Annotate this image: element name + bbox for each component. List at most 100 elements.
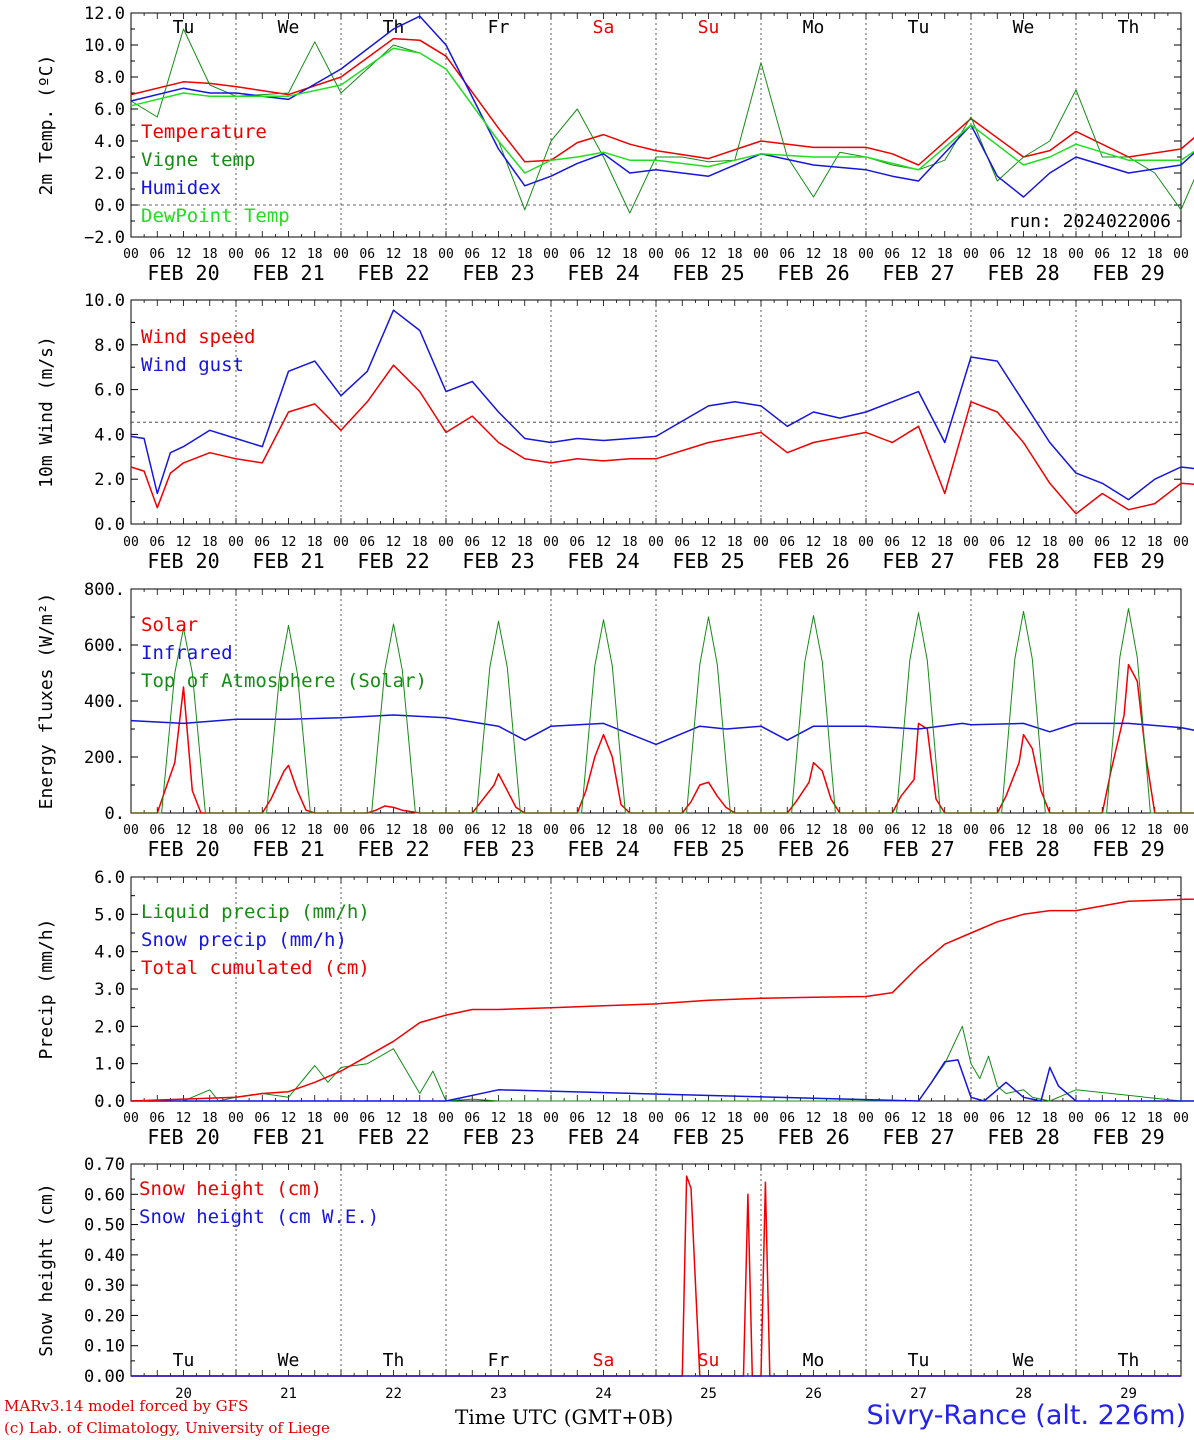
hour-tick-label: 12 bbox=[281, 1111, 297, 1126]
hour-tick-label: 00 bbox=[858, 1111, 874, 1126]
date-label: FEB 28 bbox=[987, 549, 1059, 573]
hour-tick-label: 00 bbox=[228, 535, 244, 550]
hour-tick-label: 18 bbox=[727, 247, 743, 262]
hour-tick-label: 06 bbox=[674, 1111, 690, 1126]
hour-tick-label: 12 bbox=[491, 823, 507, 838]
legend-entry: Humidex bbox=[141, 177, 221, 199]
hour-tick-label: 18 bbox=[1042, 1111, 1058, 1126]
y-tick-label: 0.60 bbox=[84, 1185, 125, 1205]
hour-tick-label: 18 bbox=[1147, 823, 1163, 838]
hour-tick-label: 18 bbox=[622, 247, 638, 262]
hour-tick-label: 06 bbox=[569, 247, 585, 262]
y-tick-label: 0.40 bbox=[84, 1246, 125, 1266]
hour-tick-label: 18 bbox=[517, 535, 533, 550]
hour-tick-label: 12 bbox=[701, 1111, 717, 1126]
series-line-humidex bbox=[130, 15, 1194, 198]
hour-tick-label: 06 bbox=[359, 823, 375, 838]
date-label: FEB 26 bbox=[777, 261, 849, 285]
hour-tick-label: 18 bbox=[832, 535, 848, 550]
date-label: FEB 22 bbox=[357, 1125, 429, 1149]
station-name: Sivry-Rance (alt. 226m) bbox=[866, 1400, 1186, 1431]
hour-tick-label: 00 bbox=[438, 1111, 454, 1126]
y-tick-label: 3.0 bbox=[94, 980, 125, 1000]
hour-tick-label: 06 bbox=[779, 247, 795, 262]
series-line-dewpoint-temp bbox=[130, 47, 1194, 174]
date-label: FEB 20 bbox=[147, 837, 219, 861]
date-label: FEB 29 bbox=[1092, 837, 1164, 861]
hour-tick-label: 00 bbox=[228, 247, 244, 262]
day-name-label: Th bbox=[1118, 1350, 1140, 1371]
date-label: 29 bbox=[1120, 1386, 1137, 1402]
hour-tick-label: 00 bbox=[1068, 823, 1084, 838]
date-label: FEB 25 bbox=[672, 837, 744, 861]
hour-tick-label: 06 bbox=[779, 823, 795, 838]
series-line-infrared bbox=[130, 714, 1194, 746]
hour-tick-label: 18 bbox=[307, 535, 323, 550]
legend-entry: Snow precip (mm/h) bbox=[141, 929, 347, 951]
day-name-label: Th bbox=[383, 1350, 405, 1371]
hour-tick-label: 12 bbox=[176, 823, 192, 838]
hour-tick-label: 06 bbox=[1094, 535, 1110, 550]
hour-tick-label: 00 bbox=[963, 823, 979, 838]
legend-entry: Temperature bbox=[141, 121, 267, 143]
day-name-label: Mo bbox=[803, 17, 825, 38]
hour-tick-label: 00 bbox=[543, 247, 559, 262]
date-label: FEB 29 bbox=[1092, 1125, 1164, 1149]
date-label: FEB 28 bbox=[987, 837, 1059, 861]
date-label: FEB 27 bbox=[882, 837, 954, 861]
hour-tick-label: 06 bbox=[779, 535, 795, 550]
hour-tick-label: 12 bbox=[386, 1111, 402, 1126]
y-axis-label: Precip (mm/h) bbox=[36, 919, 57, 1060]
series-line-wind-gust bbox=[130, 309, 1194, 501]
legend-entry: Vigne temp bbox=[141, 149, 255, 171]
y-tick-label: 0.30 bbox=[84, 1276, 125, 1296]
date-label: 22 bbox=[385, 1386, 402, 1402]
hour-tick-label: 18 bbox=[937, 823, 953, 838]
date-label: FEB 23 bbox=[462, 549, 534, 573]
hour-tick-label: 12 bbox=[281, 535, 297, 550]
hour-tick-label: 00 bbox=[963, 247, 979, 262]
hour-tick-label: 00 bbox=[858, 535, 874, 550]
hour-tick-label: 00 bbox=[228, 1111, 244, 1126]
hour-tick-label: 12 bbox=[596, 247, 612, 262]
hour-tick-label: 06 bbox=[884, 247, 900, 262]
hour-tick-label: 18 bbox=[937, 247, 953, 262]
hour-tick-label: 18 bbox=[1042, 823, 1058, 838]
hour-tick-label: 00 bbox=[438, 535, 454, 550]
date-label: FEB 24 bbox=[567, 1125, 639, 1149]
y-axis-label: 2m Temp. (ºC) bbox=[36, 55, 57, 196]
date-label: FEB 27 bbox=[882, 261, 954, 285]
date-label: FEB 25 bbox=[672, 549, 744, 573]
date-label: FEB 29 bbox=[1092, 549, 1164, 573]
y-tick-label: 0.0 bbox=[94, 1092, 125, 1112]
hour-tick-label: 00 bbox=[858, 247, 874, 262]
hour-tick-label: 00 bbox=[1173, 1111, 1189, 1126]
hour-tick-label: 18 bbox=[202, 535, 218, 550]
hour-tick-label: 12 bbox=[491, 535, 507, 550]
hour-tick-label: 18 bbox=[832, 247, 848, 262]
hour-tick-label: 12 bbox=[911, 823, 927, 838]
hour-tick-label: 12 bbox=[176, 535, 192, 550]
hour-tick-label: 06 bbox=[254, 823, 270, 838]
legend-entry: Snow height (cm) bbox=[139, 1178, 322, 1200]
hour-tick-label: 00 bbox=[123, 1111, 139, 1126]
date-label: FEB 26 bbox=[777, 1125, 849, 1149]
hour-tick-label: 00 bbox=[753, 823, 769, 838]
hour-tick-label: 06 bbox=[779, 1111, 795, 1126]
hour-tick-label: 12 bbox=[806, 247, 822, 262]
day-name-label: Tu bbox=[908, 17, 930, 38]
hour-tick-label: 00 bbox=[963, 535, 979, 550]
date-label: FEB 22 bbox=[357, 261, 429, 285]
date-label: 24 bbox=[595, 1386, 612, 1402]
hour-tick-label: 18 bbox=[622, 535, 638, 550]
date-label: FEB 24 bbox=[567, 549, 639, 573]
hour-tick-label: 12 bbox=[911, 535, 927, 550]
hour-tick-label: 12 bbox=[701, 535, 717, 550]
hour-tick-label: 12 bbox=[701, 247, 717, 262]
y-tick-label: 0.0 bbox=[94, 196, 125, 216]
hour-tick-label: 00 bbox=[1068, 247, 1084, 262]
hour-tick-label: 00 bbox=[438, 247, 454, 262]
time-axis-title: Time UTC (GMT+0B) bbox=[455, 1405, 674, 1429]
date-label: FEB 24 bbox=[567, 837, 639, 861]
y-tick-label: 10.0 bbox=[84, 36, 125, 56]
